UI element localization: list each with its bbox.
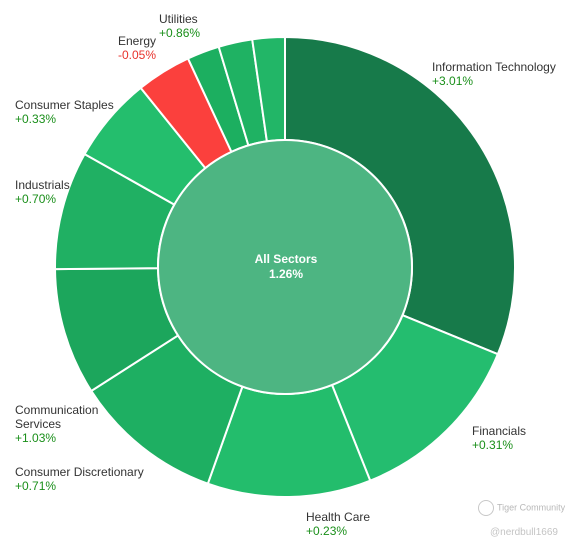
tiger-logo-icon [478, 500, 494, 516]
label-change: +0.70% [15, 192, 57, 206]
label-name: Health Care [306, 510, 371, 524]
label-financials: Financials +0.31% [472, 424, 526, 452]
center-title: All Sectors [254, 252, 318, 266]
label-consumer-discretionary: Consumer Discretionary +0.71% [15, 465, 144, 493]
label-communication-services: Communication Services +1.03% [15, 403, 115, 445]
label-change: +0.33% [15, 112, 57, 126]
label-name: Consumer Staples [15, 98, 114, 112]
label-name: Consumer Discretionary [15, 465, 144, 479]
label-information-technology: Information Technology +3.01% [432, 60, 556, 88]
label-industrials: Industrials +0.70% [15, 178, 70, 206]
label-name: Financials [472, 424, 527, 438]
watermark-brand: Tiger Community [478, 500, 565, 516]
label-name: Energy [118, 34, 157, 48]
label-change: +0.86% [159, 26, 201, 40]
label-utilities: Utilities +0.86% [159, 12, 200, 40]
label-name: Information Technology [432, 60, 556, 74]
center-circle-all-sectors[interactable] [157, 139, 413, 395]
label-change: +1.03% [15, 431, 57, 445]
label-change: +0.71% [15, 479, 57, 493]
label-change: +0.31% [472, 438, 514, 452]
label-change: -0.05% [118, 48, 157, 62]
label-consumer-staples: Consumer Staples +0.33% [15, 98, 114, 126]
center-value: 1.26% [268, 267, 304, 281]
label-change: +3.01% [432, 74, 474, 88]
watermark-user: @nerdbull1669 [490, 527, 558, 538]
label-name: Communication Services [15, 403, 99, 431]
label-health-care: Health Care +0.23% [306, 510, 370, 538]
label-name: Industrials [15, 178, 70, 192]
label-change: +0.23% [306, 524, 348, 538]
label-name: Utilities [159, 12, 198, 26]
label-energy: Energy -0.05% [118, 34, 156, 62]
center-label: All Sectors 1.26% [210, 252, 362, 282]
